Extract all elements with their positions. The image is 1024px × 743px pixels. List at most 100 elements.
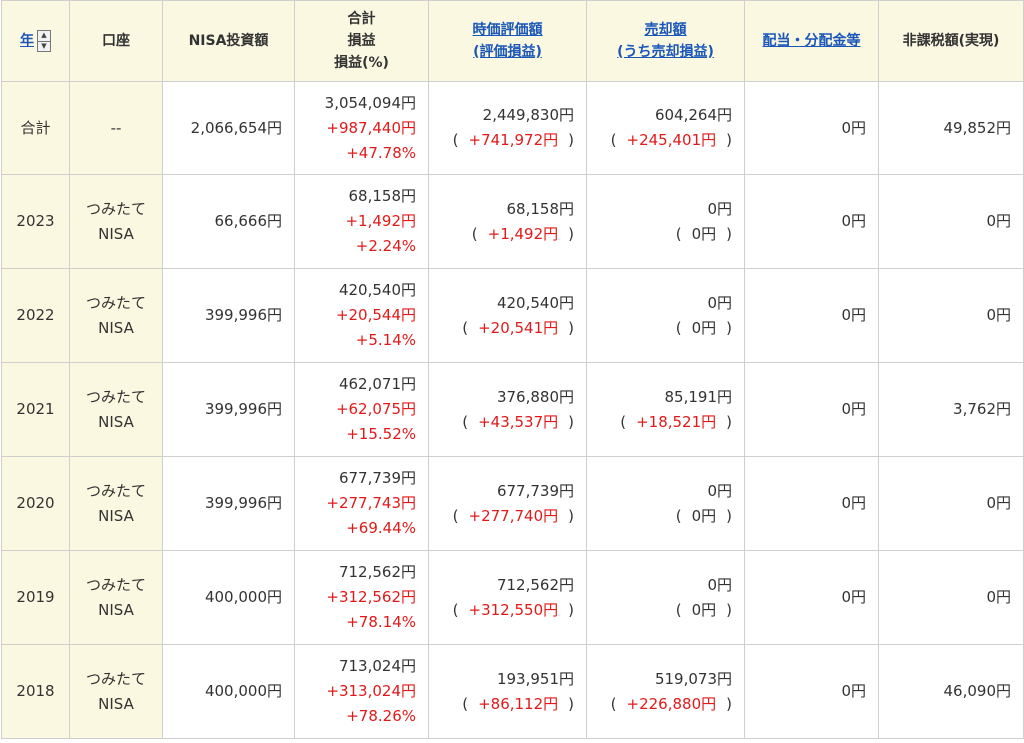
total-value: 420,540円 <box>338 281 416 299</box>
cell-dividend: 0円 <box>744 268 879 363</box>
paren-close: ) <box>726 412 732 431</box>
investment-value: 399,996円 <box>204 306 282 324</box>
paren-open: ( <box>610 131 617 149</box>
dividend-value: 0円 <box>841 118 866 137</box>
account-line1: つみたて <box>85 575 146 594</box>
cell-account: -- <box>69 81 163 175</box>
year-value: 2020 <box>16 494 55 512</box>
account-line1: つみたて <box>85 387 146 406</box>
header-total-line1: 合計 <box>347 11 376 27</box>
market-pl-wrapper: (+86,112円) <box>429 692 574 717</box>
cell-account: つみたて NISA <box>69 268 163 363</box>
taxfree-value: 0円 <box>986 212 1011 230</box>
taxfree-value: 3,762円 <box>953 400 1011 418</box>
cell-account: つみたて NISA <box>69 174 163 269</box>
sale-pl-value: 0円 <box>691 600 717 619</box>
account-line1: つみたて <box>85 481 146 500</box>
cell-year: 2023 <box>1 174 70 269</box>
paren-close: ) <box>568 506 574 525</box>
account-line1: つみたて <box>85 199 146 218</box>
table-row: 2018 つみたて NISA 400,000円 713,024円 +313,02… <box>1 644 1024 739</box>
profit-loss-value: +1,492円 <box>345 212 416 230</box>
sale-pl-value: 0円 <box>691 506 717 525</box>
header-total-line2: 損益 <box>347 33 376 49</box>
paren-open: ( <box>462 694 469 713</box>
sale-pl-wrapper: (0円) <box>587 316 732 341</box>
paren-open: ( <box>610 694 617 713</box>
year-value: 2019 <box>16 588 55 606</box>
paren-open: ( <box>620 412 627 431</box>
header-sale-line1[interactable]: 売却額 <box>644 22 687 38</box>
header-sale-amount: 売却額 (うち売却損益) <box>586 0 745 82</box>
paren-open: ( <box>675 600 682 619</box>
sale-pl-value: +245,401円 <box>626 131 717 149</box>
cell-taxfree: 0円 <box>878 456 1024 551</box>
sale-value: 0円 <box>707 293 732 312</box>
cell-year: 合計 <box>1 81 70 175</box>
header-sale-line2[interactable]: (うち売却損益) <box>617 44 714 60</box>
account-line1: つみたて <box>85 669 146 688</box>
table-row: 2023 つみたて NISA 66,666円 68,158円 +1,492円 +… <box>1 174 1024 269</box>
sort-by-sale-amount-link[interactable]: 売却額 (うち売却損益) <box>587 19 744 63</box>
market-pl-value: +43,537円 <box>478 412 559 431</box>
header-market-line1[interactable]: 時価評価額 <box>472 22 543 38</box>
dividend-value: 0円 <box>841 212 866 230</box>
sale-value: 519,073円 <box>654 669 732 688</box>
sort-by-year-link[interactable]: 年 <box>20 33 34 49</box>
profit-loss-value: +62,075円 <box>335 400 416 418</box>
market-pl-value: +277,740円 <box>468 506 559 525</box>
market-pl-value: +741,972円 <box>468 131 559 149</box>
dividend-value: 0円 <box>841 588 866 606</box>
sort-by-market-value-link[interactable]: 時価評価額 (評価損益) <box>429 19 586 63</box>
paren-open: ( <box>675 506 682 525</box>
account-line1: -- <box>110 118 122 137</box>
cell-investment: 400,000円 <box>162 644 295 739</box>
table-row: 2022 つみたて NISA 399,996円 420,540円 +20,544… <box>1 268 1024 363</box>
paren-close: ) <box>568 318 574 337</box>
sale-pl-wrapper: (+226,880円) <box>587 692 732 717</box>
cell-sale-amount: 85,191円 (+18,521円) <box>586 362 745 457</box>
paren-close: ) <box>568 600 574 619</box>
cell-year: 2020 <box>1 456 70 551</box>
paren-close: ) <box>726 131 732 149</box>
cell-total: 712,562円 +312,562円 +78.14% <box>294 550 429 645</box>
total-value: 677,739円 <box>338 469 416 487</box>
sort-updown-icon[interactable]: ▲ ▼ <box>37 30 51 52</box>
profit-loss-value: +20,544円 <box>335 306 416 324</box>
table-row: 2020 つみたて NISA 399,996円 677,739円 +277,74… <box>1 456 1024 551</box>
paren-close: ) <box>568 694 574 713</box>
cell-market-value: 376,880円 (+43,537円) <box>428 362 587 457</box>
table-row: 2021 つみたて NISA 399,996円 462,071円 +62,075… <box>1 362 1024 457</box>
cell-market-value: 712,562円 (+312,550円) <box>428 550 587 645</box>
header-total-line3: 損益(%) <box>334 55 389 71</box>
profit-loss-value: +312,562円 <box>326 588 416 606</box>
taxfree-value: 0円 <box>986 494 1011 512</box>
paren-close: ) <box>726 694 732 713</box>
cell-market-value: 193,951円 (+86,112円) <box>428 644 587 739</box>
paren-open: ( <box>462 412 469 431</box>
paren-open: ( <box>462 318 469 337</box>
sale-pl-value: +18,521円 <box>636 412 717 431</box>
account-line2: NISA <box>98 600 134 619</box>
sale-value: 0円 <box>707 575 732 594</box>
cell-dividend: 0円 <box>744 644 879 739</box>
year-value: 合計 <box>20 118 51 137</box>
sale-pl-wrapper: (0円) <box>587 222 732 247</box>
paren-close: ) <box>568 224 574 243</box>
dividend-value: 0円 <box>841 306 866 324</box>
market-pl-wrapper: (+312,550円) <box>429 598 574 623</box>
cell-year: 2018 <box>1 644 70 739</box>
account-line2: NISA <box>98 694 134 713</box>
investment-value: 399,996円 <box>204 494 282 512</box>
cell-market-value: 2,449,830円 (+741,972円) <box>428 81 587 175</box>
cell-sale-amount: 0円 (0円) <box>586 268 745 363</box>
profit-loss-percent: +78.14% <box>346 613 416 631</box>
sort-down-icon[interactable]: ▼ <box>38 40 50 52</box>
paren-open: ( <box>452 600 459 619</box>
header-market-line2[interactable]: (評価損益) <box>473 44 542 60</box>
paren-open: ( <box>471 224 478 243</box>
cell-year: 2021 <box>1 362 70 457</box>
sort-by-dividend-link[interactable]: 配当・分配金等 <box>762 33 861 49</box>
sort-up-icon[interactable]: ▲ <box>41 31 47 40</box>
cell-investment: 2,066,654円 <box>162 81 295 175</box>
